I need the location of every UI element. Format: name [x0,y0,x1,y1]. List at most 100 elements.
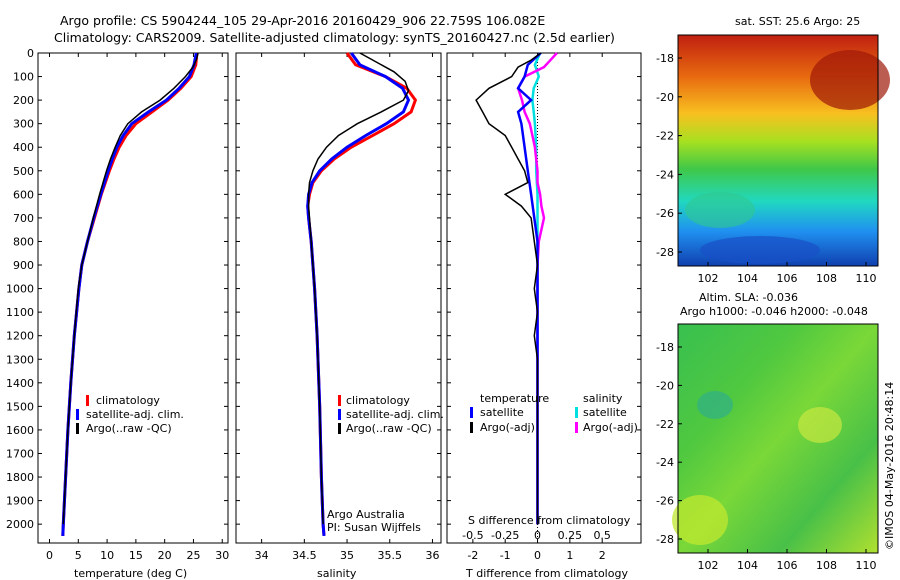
y-tick-label: 1600 [6,424,34,437]
map-x-tick-label: 110 [856,272,877,285]
difference-panel: -2 -1 0 1 2 -0.5 -0.25 0 0.25 0.5 [446,52,642,562]
legend-swatch-t-satellite [470,407,473,418]
x-tick-label: 0 [534,549,541,562]
map-x-tick-label: 104 [737,559,758,572]
x-tick-label: 2 [599,549,606,562]
y-tick-label: 1100 [6,306,34,319]
y-tick-label: 1800 [6,471,34,484]
sla-high-patch-sw [672,495,728,545]
s-tick-label: 0 [534,529,541,542]
panel-frame [235,52,442,544]
map-x-tick-label: 108 [816,559,837,572]
map-y-tick-label: -20 [656,379,674,392]
legend-swatch-satellite [76,409,79,420]
legend-swatch-satellite [338,409,341,420]
y-tick-label: 1300 [6,353,34,366]
series-line [61,52,198,536]
map-y-tick-label: -28 [656,246,674,259]
y-tick-label: 0 [27,47,34,60]
sla-map-axes: -18 -20 -22 -24 -26 -28 102 104 106 108 110 [656,341,876,572]
y-tick-label: 900 [13,259,34,272]
sst-map [677,34,890,267]
legend-s-satellite: satellite [583,406,627,419]
x-tick-label: 34.5 [292,549,317,562]
header-line1: Argo profile: CS 5904244_105 29-Apr-2016… [60,13,545,28]
legend-argo: Argo(..raw -QC) [86,422,172,435]
y-tick-label: 1700 [6,447,34,460]
legend-temperature-head: temperature [480,392,549,405]
sst-green-patch [685,192,755,228]
map-y-tick-label: -20 [656,91,674,104]
sla-low-patch [697,391,733,419]
y-tick-label: 500 [13,165,34,178]
s-tick-label: 0.25 [558,529,583,542]
legend-swatch-climatology [338,395,341,406]
y-tick-label: 700 [13,212,34,225]
legend-climatology: climatology [346,394,410,407]
y-tick-label: 2000 [6,518,34,531]
x-tick-label: 35.5 [378,549,403,562]
map-x-tick-label: 102 [698,272,719,285]
y-tick-label: 600 [13,188,34,201]
x-tick-label: 35 [340,549,354,562]
credit-line1: Argo Australia [327,508,405,521]
s-tick-label: 0.5 [593,529,611,542]
legend-satellite: satellite-adj. clim. [86,408,184,421]
legend-swatch-argo [338,423,341,434]
y-tick-label: 1200 [6,330,34,343]
sla-high-patch [798,407,842,443]
t-diff-line-argo [475,52,542,525]
y-tick-label: 1400 [6,377,34,390]
x-tick-label: -2 [467,549,478,562]
map-y-tick-label: -22 [656,130,674,143]
x-tick-label: 20 [158,549,172,562]
y-tick-label: 1500 [6,400,34,413]
sst-cold-patch [700,236,820,264]
legend-salinity-head: salinity [583,392,623,405]
x-tick-label: -1 [500,549,511,562]
series-line [62,52,199,525]
header-line2: Climatology: CARS2009. Satellite-adjuste… [54,30,615,45]
y-tick-label: 300 [13,118,34,131]
salinity-legend: climatology satellite-adj. clim. Argo(..… [338,394,444,435]
salinity-xlabel: salinity [317,567,357,580]
map-y-tick-label: -26 [656,207,674,220]
salinity-panel: 34 34.5 35 35.5 36 [235,52,442,562]
y-tick-label: 1900 [6,495,34,508]
map-y-tick-label: -24 [656,168,674,181]
sst-warm-patch [810,50,890,110]
legend-swatch-t-argo [470,422,473,433]
x-tick-label: 25 [186,549,200,562]
sst-map-frame [677,34,879,267]
legend-swatch-s-satellite [575,407,578,418]
y-tick-label: 400 [13,141,34,154]
map-x-tick-label: 104 [737,272,758,285]
series-line [306,52,418,537]
temperature-panel: 0 5 10 15 20 25 30 [37,52,229,562]
credit-line2: PI: Susan Wijffels [327,521,421,534]
map-x-tick-label: 108 [816,272,837,285]
sst-map-title: sat. SST: 25.6 Argo: 25 [735,15,860,28]
s-tick-label: -0.5 [462,529,483,542]
panel-frame [37,52,229,544]
legend-swatch-s-argo [575,422,578,433]
difference-legend: temperature salinity satellite satellite… [470,392,638,434]
sla-map [672,323,879,554]
sla-map-frame [677,323,879,554]
map-y-tick-label: -18 [656,52,674,65]
legend-satellite: satellite-adj. clim. [346,408,444,421]
x-tick-label: 5 [75,549,82,562]
legend-swatch-argo [76,423,79,434]
s-diff-label: S difference from climatology [468,514,631,527]
map-y-tick-label: -22 [656,418,674,431]
x-tick-label: 15 [129,549,143,562]
map-y-tick-label: -28 [656,533,674,546]
y-tick-label: 1000 [6,283,34,296]
imos-stamp: ©IMOS 04-May-2016 20:48:14 [883,382,896,550]
y-tick-label: 200 [13,94,34,107]
map-x-tick-label: 102 [698,559,719,572]
panel-frame [446,52,642,544]
legend-s-argo: Argo(-adj) [583,421,638,434]
map-x-tick-label: 110 [856,559,877,572]
y-tick-label: 100 [13,71,34,84]
